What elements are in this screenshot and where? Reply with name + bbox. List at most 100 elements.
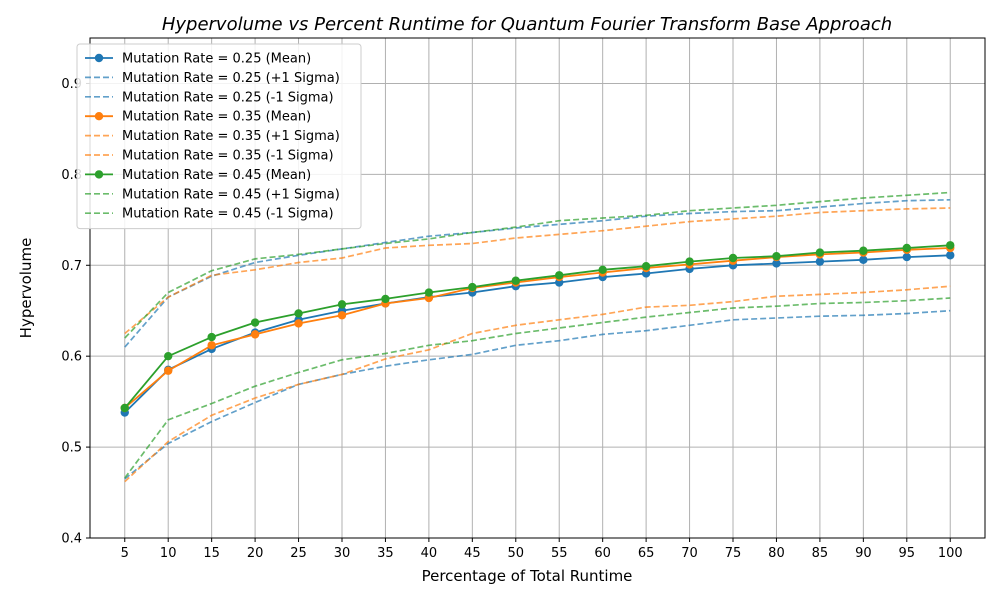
legend-label: Mutation Rate = 0.45 (+1 Sigma)	[122, 187, 340, 202]
sigma-line	[124, 285, 951, 483]
series-3	[120, 243, 955, 413]
data-point	[424, 288, 434, 297]
x-tick-label: 50	[508, 546, 525, 561]
mean-line	[124, 247, 951, 409]
legend-label: Mutation Rate = 0.45 (Mean)	[122, 168, 311, 183]
data-point	[815, 248, 825, 257]
y-tick-label: 0.6	[61, 350, 82, 365]
data-point	[859, 246, 868, 255]
sigma-line	[124, 198, 951, 348]
series-7	[124, 191, 951, 339]
y-tick-label: 0.7	[61, 259, 82, 274]
x-tick-label: 60	[594, 546, 611, 561]
data-point	[902, 243, 911, 253]
data-point	[294, 319, 303, 328]
legend-label: Mutation Rate = 0.25 (-1 Sigma)	[122, 90, 334, 105]
legend-item: Mutation Rate = 0.25 (-1 Sigma)	[85, 90, 334, 105]
y-tick-label: 0.4	[61, 532, 82, 547]
legend-item: Mutation Rate = 0.35 (Mean)	[85, 110, 311, 125]
sigma-line	[124, 309, 951, 480]
data-point	[207, 332, 216, 342]
mean-line	[124, 254, 951, 414]
series-6	[120, 241, 955, 413]
legend-item: Mutation Rate = 0.35 (-1 Sigma)	[85, 149, 334, 164]
legend-label: Mutation Rate = 0.35 (-1 Sigma)	[122, 149, 334, 164]
x-tick-label: 100	[938, 546, 963, 561]
data-point	[815, 257, 825, 266]
series-0	[120, 251, 955, 417]
x-tick-label: 30	[334, 546, 351, 561]
data-point	[337, 311, 347, 320]
x-tick-label: 90	[855, 546, 872, 561]
data-point	[946, 241, 955, 250]
data-point	[946, 251, 955, 260]
legend-marker	[94, 112, 104, 121]
data-point	[250, 318, 260, 327]
data-point	[120, 403, 129, 413]
legend-label: Mutation Rate = 0.35 (+1 Sigma)	[122, 129, 340, 144]
data-point	[902, 252, 911, 262]
legend-label: Mutation Rate = 0.45 (-1 Sigma)	[122, 207, 334, 222]
data-point	[207, 341, 216, 350]
data-point	[468, 282, 477, 292]
legend-label: Mutation Rate = 0.25 (Mean)	[122, 52, 311, 67]
series-5	[124, 285, 951, 483]
data-point	[641, 261, 651, 271]
chart-title: Hypervolume vs Percent Runtime for Quant…	[162, 14, 892, 35]
legend-item: Mutation Rate = 0.35 (+1 Sigma)	[85, 129, 340, 144]
legend-item: Mutation Rate = 0.45 (Mean)	[85, 168, 311, 183]
x-tick-label: 70	[681, 546, 698, 561]
x-tick-label: 75	[725, 546, 742, 561]
data-point	[164, 351, 173, 361]
series-2	[124, 309, 951, 480]
series-4	[124, 207, 951, 335]
x-tick-label: 45	[464, 546, 481, 561]
legend-box	[76, 43, 362, 230]
y-tick-label: 0.5	[61, 441, 82, 456]
legend-item: Mutation Rate = 0.25 (Mean)	[85, 52, 311, 67]
legend-item: Mutation Rate = 0.45 (+1 Sigma)	[85, 187, 340, 202]
data-point	[728, 253, 738, 263]
x-tick-label: 35	[377, 546, 394, 561]
data-point	[381, 294, 390, 304]
sigma-line	[124, 191, 951, 339]
series-8	[124, 297, 951, 479]
data-point	[164, 366, 173, 375]
x-tick-label: 80	[768, 546, 785, 561]
series-1	[124, 198, 951, 348]
data-point	[685, 257, 694, 266]
series-layer	[120, 191, 955, 483]
sigma-line	[124, 207, 951, 335]
x-tick-label: 20	[247, 546, 264, 561]
x-tick-label: 10	[160, 546, 177, 561]
mean-line	[124, 244, 951, 409]
data-point	[598, 265, 607, 275]
x-tick-label: 65	[638, 546, 655, 561]
legend-label: Mutation Rate = 0.25 (+1 Sigma)	[122, 71, 340, 86]
x-axis-label: Percentage of Total Runtime	[422, 567, 633, 585]
x-tick-label: 5	[121, 546, 129, 561]
data-point	[250, 330, 260, 339]
sigma-line	[124, 297, 951, 479]
plot-frame	[89, 37, 986, 539]
legend-marker	[94, 170, 104, 179]
data-point	[294, 309, 303, 318]
x-tick-label: 95	[899, 546, 916, 561]
x-tick-label: 40	[421, 546, 438, 561]
x-tick-label: 55	[551, 546, 568, 561]
x-tick-label: 25	[290, 546, 307, 561]
legend-item: Mutation Rate = 0.25 (+1 Sigma)	[85, 71, 340, 86]
legend-label: Mutation Rate = 0.35 (Mean)	[122, 110, 311, 125]
data-point	[555, 271, 564, 280]
x-tick-label: 85	[812, 546, 829, 561]
y-axis-label: Hypervolume	[17, 238, 35, 339]
data-point	[772, 251, 781, 261]
data-point	[772, 259, 781, 268]
x-tick-label: 15	[203, 546, 220, 561]
data-point	[337, 300, 347, 309]
legend-item: Mutation Rate = 0.45 (-1 Sigma)	[85, 207, 334, 222]
legend-marker	[94, 53, 104, 63]
data-point	[859, 255, 868, 265]
